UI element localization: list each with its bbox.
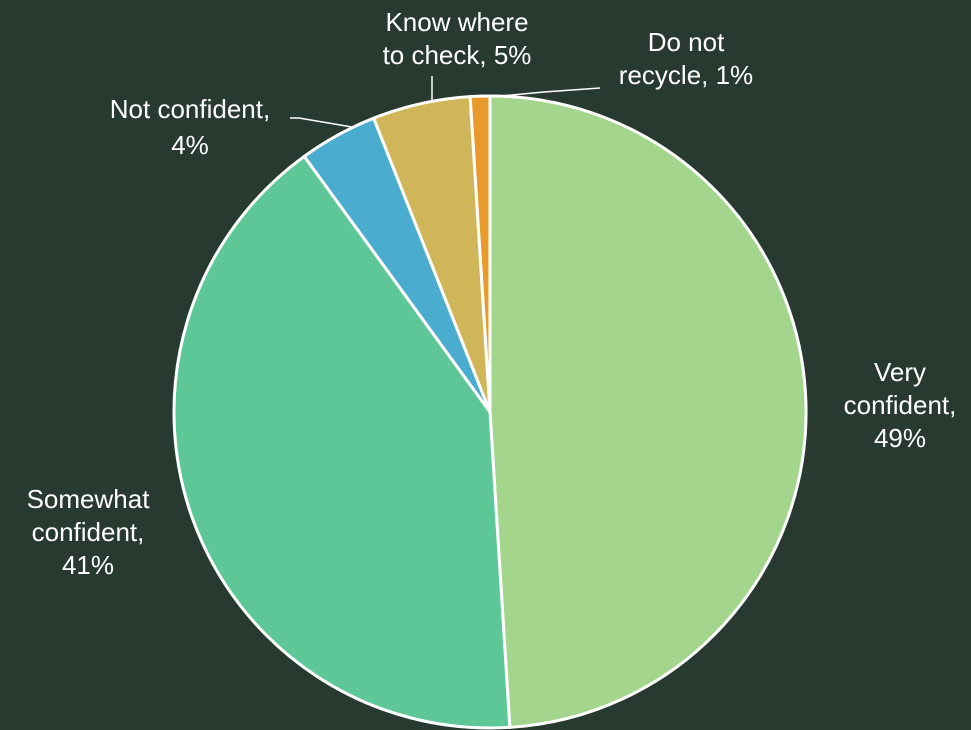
- data-label-not-confident: Not confident, 4%: [110, 94, 270, 160]
- data-label-line: recycle, 1%: [619, 60, 753, 90]
- leader-line-do-not-recycle: [489, 87, 601, 98]
- data-label-know-where-to-check: Know where to check, 5%: [383, 7, 532, 70]
- leader-line-not-confident: [290, 117, 353, 128]
- data-label-line: Not confident,: [110, 94, 270, 124]
- data-label-line: 41%: [62, 550, 114, 580]
- data-label-line: Very: [874, 357, 926, 387]
- data-labels: Very confident, 49%Somewhat confident, 41%No…: [27, 7, 957, 580]
- data-label-line: confident,: [844, 390, 957, 420]
- data-label-line: Do not: [648, 27, 725, 57]
- data-label-line: 4%: [171, 130, 209, 160]
- data-label-do-not-recycle: Do not recycle, 1%: [619, 27, 753, 90]
- data-label-line: Know where: [385, 7, 528, 37]
- pie-slice-somewhat-confident: [172, 154, 512, 730]
- data-label-line: confident,: [32, 517, 145, 547]
- pie-slice-very-confident: [488, 94, 808, 729]
- data-label-line: to check, 5%: [383, 40, 532, 70]
- pie-slices: [172, 94, 808, 730]
- data-label-very-confident: Very confident, 49%: [844, 357, 957, 453]
- pie-slice-do-not-recycle: [468, 94, 492, 414]
- data-label-line: Somewhat: [27, 484, 151, 514]
- leader-lines: [290, 76, 601, 128]
- data-label-line: 49%: [874, 423, 926, 453]
- data-label-somewhat-confident: Somewhat confident, 41%: [27, 484, 151, 580]
